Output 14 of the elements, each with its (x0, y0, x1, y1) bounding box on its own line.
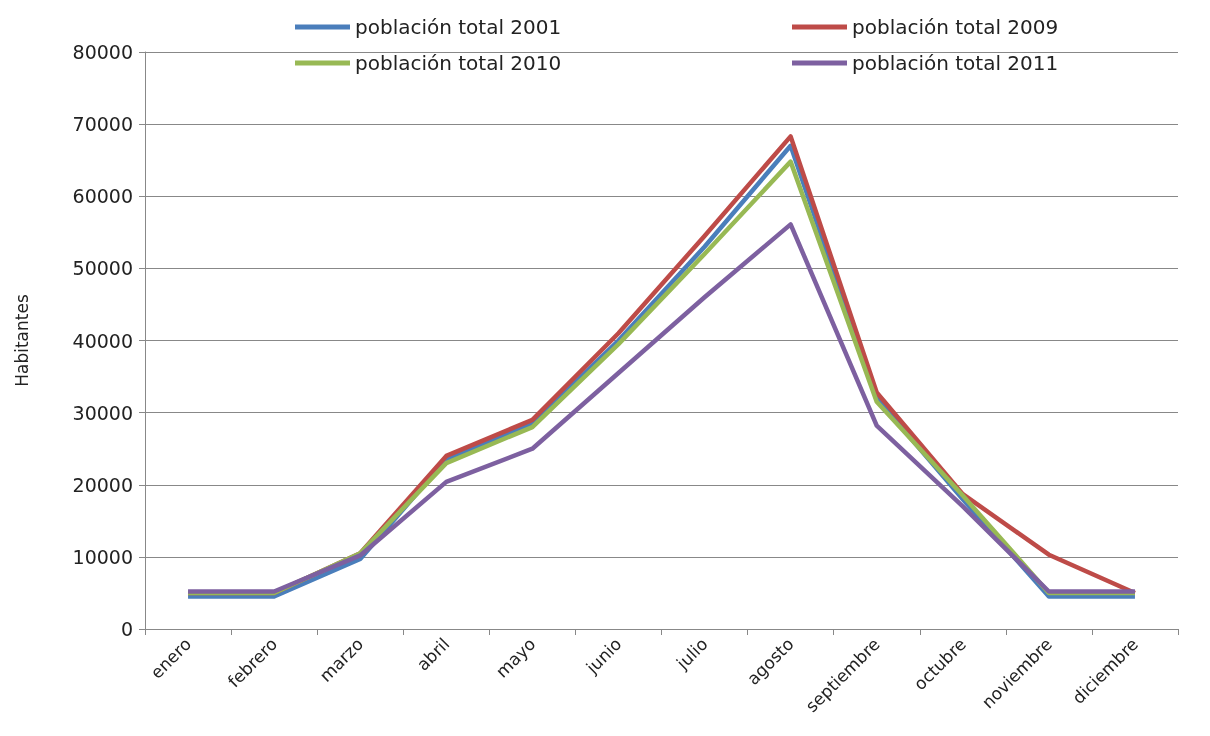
y-tick-label: 20000 (72, 473, 133, 496)
y-tick-label: 70000 (72, 113, 133, 136)
legend-label: población total 2009 (852, 15, 1059, 39)
y-tick-label: 60000 (72, 185, 133, 208)
y-tick-label: 30000 (72, 401, 133, 424)
y-tick-label: 0 (120, 618, 133, 640)
y-tick-label: 10000 (72, 545, 133, 568)
legend-label: población total 2011 (852, 51, 1059, 75)
legend-label: población total 2001 (355, 15, 562, 39)
legend-label: población total 2010 (355, 51, 562, 75)
y-tick-label: 50000 (72, 257, 133, 280)
y-tick-label: 40000 (72, 329, 133, 352)
y-axis-title: Habitantes (11, 294, 32, 387)
y-tick-label: 80000 (72, 41, 133, 63)
